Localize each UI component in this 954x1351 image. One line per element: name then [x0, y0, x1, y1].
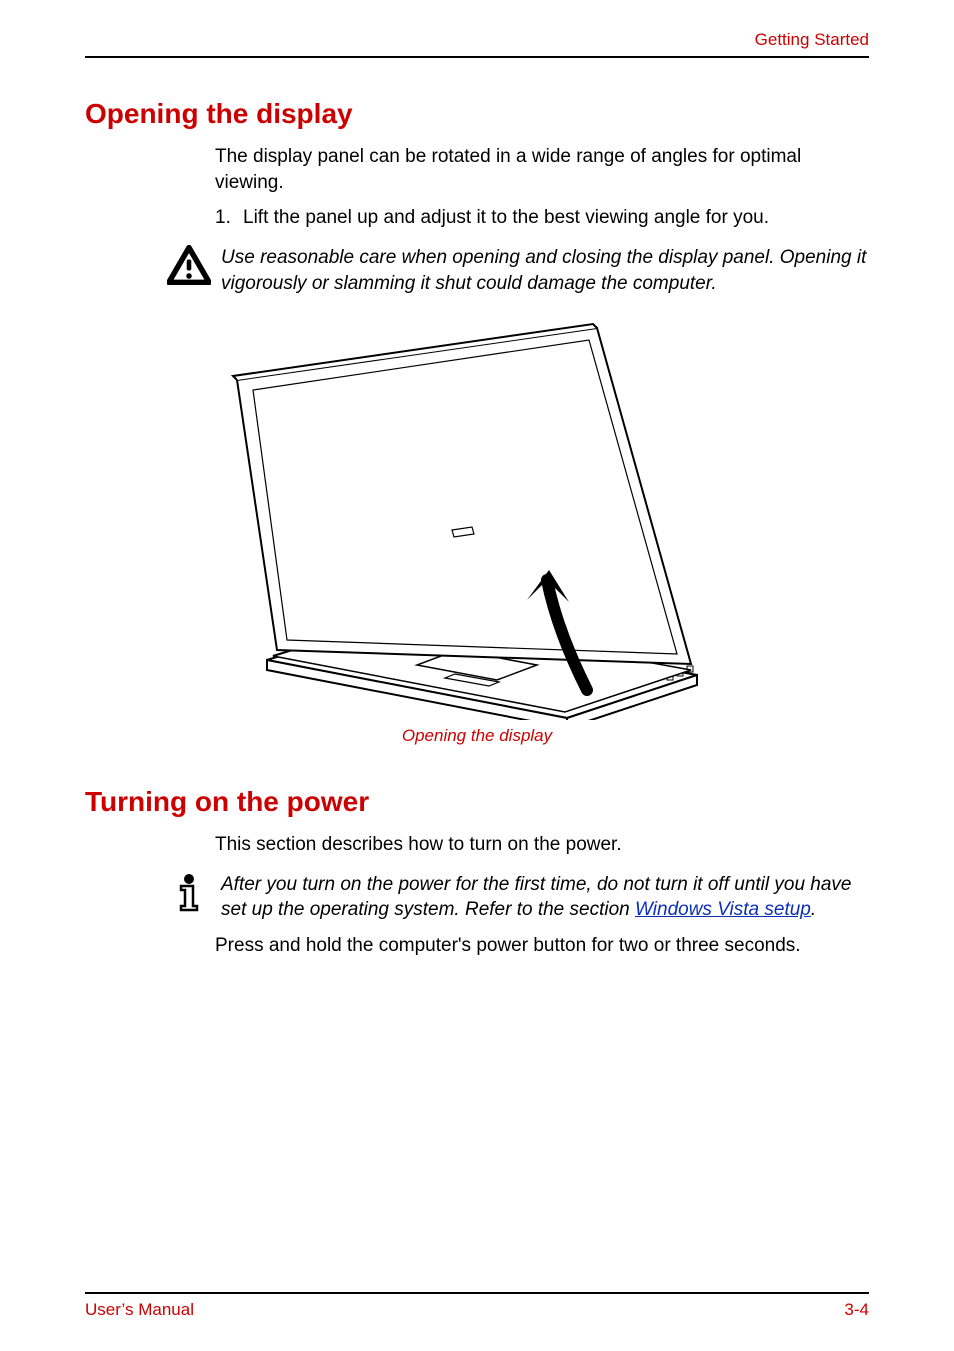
opening-intro: The display panel can be rotated in a wi…	[215, 144, 869, 195]
heading-turning-on-power: Turning on the power	[85, 786, 869, 818]
power-intro: This section describes how to turn on th…	[215, 832, 869, 858]
step-1: 1. Lift the panel up and adjust it to th…	[215, 205, 869, 231]
heading-opening-display: Opening the display	[85, 98, 869, 130]
page-footer: User’s Manual 3-4	[85, 1292, 869, 1320]
windows-vista-setup-link[interactable]: Windows Vista setup	[635, 899, 811, 920]
info-callout: After you turn on the power for the firs…	[85, 872, 869, 923]
running-header: Getting Started	[85, 30, 869, 58]
step-number: 1.	[215, 205, 243, 231]
info-i-icon	[167, 872, 211, 912]
footer-left: User’s Manual	[85, 1300, 194, 1320]
info-text: After you turn on the power for the firs…	[221, 872, 869, 923]
step-text: Lift the panel up and adjust it to the b…	[243, 205, 769, 231]
figure-caption-opening: Opening the display	[85, 726, 869, 746]
warning-callout: Use reasonable care when opening and clo…	[85, 245, 869, 296]
section-label: Getting Started	[755, 30, 869, 49]
page-content: Getting Started Opening the display The …	[85, 30, 869, 1320]
warning-text: Use reasonable care when opening and clo…	[221, 245, 869, 296]
power-instruction: Press and hold the computer's power butt…	[215, 933, 869, 959]
laptop-opening-illustration	[197, 320, 757, 720]
warning-triangle-icon	[167, 245, 211, 285]
info-text-post: .	[811, 899, 816, 920]
footer-right: 3-4	[844, 1300, 869, 1320]
